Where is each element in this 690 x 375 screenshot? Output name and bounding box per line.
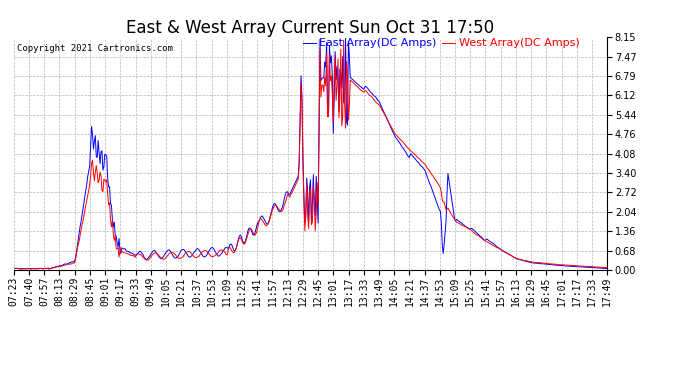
West Array(DC Amps) xyxy=(28,266,37,271)
West Array(DC Amps) xyxy=(230,249,239,254)
West Array(DC Amps) xyxy=(339,38,348,42)
West Array(DC Amps) xyxy=(10,266,18,271)
Text: Copyright 2021 Cartronics.com: Copyright 2021 Cartronics.com xyxy=(17,45,172,54)
East Array(DC Amps) xyxy=(28,266,37,271)
East Array(DC Amps) xyxy=(582,265,591,270)
West Array(DC Amps) xyxy=(134,252,142,256)
West Array(DC Amps) xyxy=(582,264,591,268)
West Array(DC Amps) xyxy=(254,222,262,226)
East Array(DC Amps) xyxy=(603,266,611,271)
East Array(DC Amps) xyxy=(342,35,350,40)
Title: East & West Array Current Sun Oct 31 17:50: East & West Array Current Sun Oct 31 17:… xyxy=(126,20,495,38)
East Array(DC Amps) xyxy=(10,266,18,271)
East Array(DC Amps) xyxy=(134,251,142,255)
West Array(DC Amps) xyxy=(115,255,123,260)
West Array(DC Amps) xyxy=(27,267,35,272)
Legend: East Array(DC Amps), West Array(DC Amps): East Array(DC Amps), West Array(DC Amps) xyxy=(302,38,580,48)
Line: East Array(DC Amps): East Array(DC Amps) xyxy=(14,38,607,269)
East Array(DC Amps) xyxy=(254,220,262,224)
East Array(DC Amps) xyxy=(17,267,26,271)
East Array(DC Amps) xyxy=(230,249,239,253)
Line: West Array(DC Amps): West Array(DC Amps) xyxy=(14,40,607,269)
East Array(DC Amps) xyxy=(115,236,123,241)
West Array(DC Amps) xyxy=(603,266,611,270)
